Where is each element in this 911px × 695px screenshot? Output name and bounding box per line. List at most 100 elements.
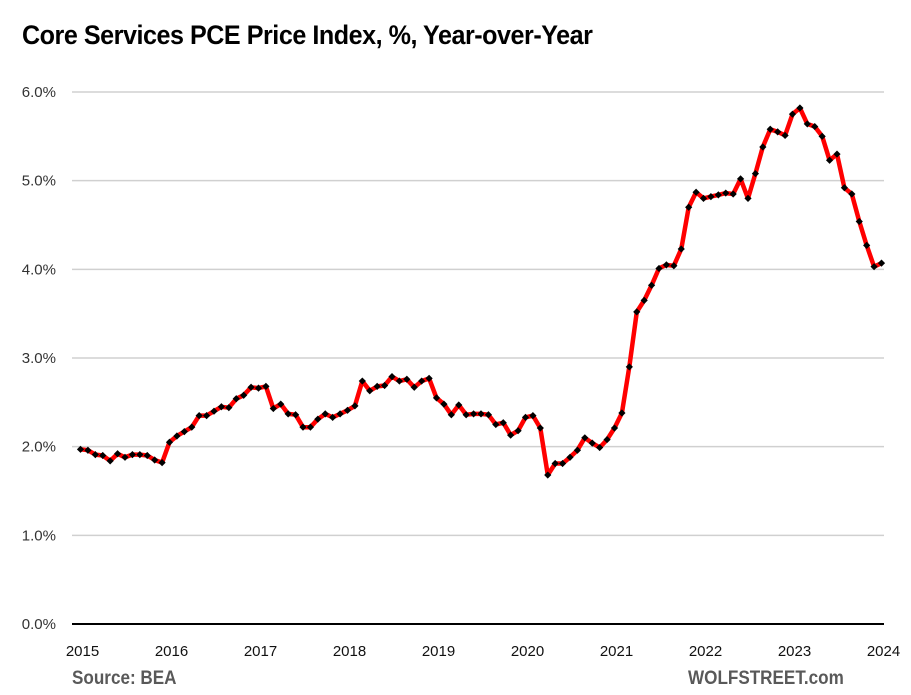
- data-point-marker: [91, 451, 99, 459]
- data-point-marker: [558, 459, 567, 468]
- x-tick-label: 2023: [778, 643, 811, 660]
- data-point-marker: [729, 190, 737, 198]
- data-point-marker: [202, 412, 211, 420]
- data-point-marker: [736, 175, 745, 183]
- data-point-marker: [306, 423, 315, 431]
- data-point-marker: [180, 427, 188, 436]
- data-point-marker: [796, 104, 804, 112]
- data-point-marker: [670, 262, 678, 270]
- y-tick-label: 4.0%: [22, 261, 56, 278]
- data-point-marker: [640, 296, 648, 304]
- data-point-marker: [351, 402, 359, 410]
- data-point-marker: [99, 451, 107, 460]
- data-point-marker: [610, 424, 619, 432]
- data-point-marker: [217, 403, 226, 411]
- data-point-marker: [774, 128, 782, 136]
- data-point-marker: [588, 439, 596, 447]
- data-point-marker: [455, 401, 463, 409]
- data-point-marker: [432, 394, 441, 402]
- data-point-marker: [469, 410, 478, 418]
- data-point-marker: [811, 122, 819, 131]
- y-tick-label: 0.0%: [22, 616, 56, 633]
- data-point-marker: [714, 191, 722, 199]
- x-axis-tick-labels: 2015 2016 2017 2018 2019 2020 2021 2022 2023 2024: [66, 643, 900, 660]
- data-point-marker: [240, 391, 248, 399]
- data-point-marker: [262, 382, 270, 390]
- y-tick-label: 1.0%: [22, 527, 56, 544]
- data-point-marker: [647, 281, 656, 289]
- data-point-marker: [803, 120, 811, 128]
- data-point-marker: [380, 381, 389, 390]
- data-point-marker: [247, 383, 255, 391]
- data-point-marker: [128, 451, 137, 459]
- data-point-marker: [870, 263, 878, 271]
- y-tick-label: 5.0%: [22, 173, 56, 190]
- data-point-marker: [551, 459, 559, 468]
- data-point-marker: [329, 413, 337, 422]
- data-point-marker: [781, 131, 789, 140]
- data-point-marker: [188, 423, 196, 431]
- data-point-marker: [143, 451, 151, 460]
- data-point-marker: [692, 188, 700, 196]
- data-point-marker: [336, 410, 344, 418]
- data-point-marker: [825, 156, 834, 164]
- data-point-marker: [848, 190, 856, 198]
- data-point-marker: [618, 409, 626, 417]
- data-point-marker: [440, 400, 448, 408]
- data-point-marker: [514, 427, 522, 435]
- brand-watermark: WOLFSTREET.com: [688, 668, 844, 689]
- data-point-marker: [425, 374, 433, 382]
- data-point-marker: [863, 241, 871, 249]
- data-point-marker: [596, 443, 604, 452]
- data-point-marker: [581, 434, 589, 442]
- data-point-marker: [462, 411, 470, 419]
- data-point-marker: [655, 264, 663, 273]
- data-point-marker: [165, 438, 174, 446]
- data-point-marker: [877, 259, 886, 267]
- data-point-marker: [788, 110, 797, 118]
- data-point-marker: [484, 411, 493, 419]
- y-axis-tick-labels: 0.0% 1.0% 2.0% 3.0% 4.0% 5.0% 6.0%: [22, 84, 56, 633]
- data-point-marker: [818, 132, 826, 140]
- data-point-marker: [699, 194, 708, 202]
- data-point-marker: [232, 395, 240, 403]
- data-point-marker: [388, 373, 396, 381]
- data-point-marker: [625, 363, 633, 371]
- data-point-marker: [722, 189, 730, 197]
- chart-title: Core Services PCE Price Index, %, Year-o…: [22, 20, 593, 50]
- data-point-marker: [759, 143, 767, 151]
- data-point-marker: [76, 445, 85, 453]
- data-point-marker: [521, 413, 530, 422]
- data-point-marker: [529, 412, 537, 420]
- data-point-marker: [121, 453, 129, 461]
- data-point-marker: [499, 419, 507, 427]
- data-point-marker: [685, 203, 693, 211]
- data-point-marker: [158, 459, 166, 467]
- data-point-marker: [113, 450, 122, 458]
- data-point-marker: [343, 406, 352, 414]
- x-tick-label: 2018: [333, 643, 366, 660]
- data-point-marker: [106, 457, 114, 465]
- data-point-marker: [573, 446, 582, 454]
- data-point-marker: [603, 435, 611, 444]
- data-point-marker: [366, 387, 374, 395]
- data-point-marker: [544, 471, 552, 479]
- data-point-marker: [173, 432, 181, 440]
- data-point-marker: [403, 375, 411, 383]
- data-point-marker: [210, 407, 218, 415]
- data-point-marker: [662, 261, 671, 269]
- data-point-marker: [507, 431, 515, 439]
- x-tick-label: 2017: [244, 643, 277, 660]
- data-point-marker: [358, 377, 366, 385]
- data-point-marker: [633, 308, 641, 316]
- data-point-marker: [410, 383, 418, 391]
- data-point-marker: [418, 377, 426, 385]
- y-tick-label: 2.0%: [22, 439, 56, 456]
- data-point-marker: [492, 420, 500, 429]
- data-point-marker: [291, 411, 300, 419]
- x-tick-label: 2021: [600, 643, 633, 660]
- x-tick-label: 2020: [511, 643, 544, 660]
- data-point-marker: [766, 125, 774, 133]
- data-point-marker: [299, 423, 307, 431]
